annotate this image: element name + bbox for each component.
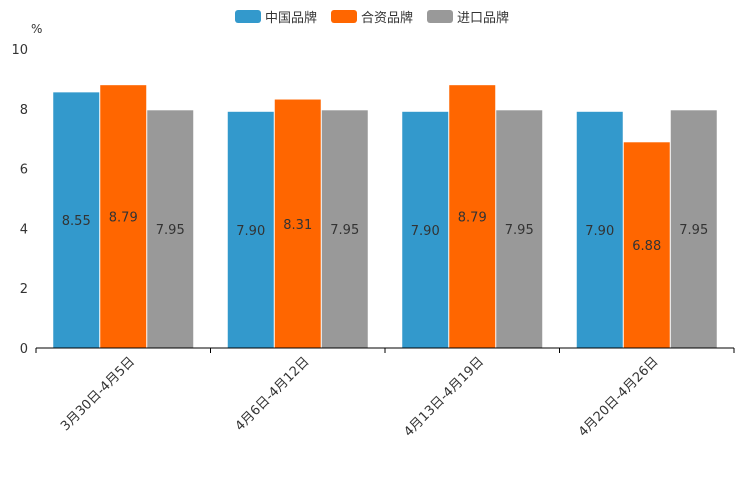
legend-label-imported: 进口品牌 — [457, 11, 510, 26]
y-tick-label: 10 — [11, 43, 28, 58]
bar[interactable] — [496, 110, 543, 348]
bar-value-label: 8.79 — [458, 211, 487, 226]
bar[interactable] — [147, 110, 194, 348]
bar[interactable] — [670, 110, 717, 348]
bar[interactable] — [623, 142, 670, 348]
legend-item-imported[interactable]: 进口品牌 — [427, 7, 509, 26]
bar-value-label: 8.31 — [283, 218, 312, 233]
legend-label-joint-venture: 合资品牌 — [360, 11, 413, 26]
bar[interactable] — [321, 110, 368, 348]
bar-value-label: 7.95 — [330, 223, 359, 238]
bar[interactable] — [449, 85, 496, 348]
y-tick-label: 8 — [20, 103, 28, 118]
bar[interactable] — [576, 111, 623, 348]
bar-value-label: 8.79 — [109, 211, 138, 226]
bar[interactable] — [100, 85, 147, 348]
legend: 中国品牌 合资品牌 进口品牌 — [0, 7, 744, 26]
x-tick-label: 4月6日-4月12日 — [233, 354, 313, 434]
bar[interactable] — [402, 111, 449, 348]
legend-label-china-brand: 中国品牌 — [264, 11, 317, 26]
legend-swatch-imported — [427, 10, 453, 23]
legend-item-china-brand[interactable]: 中国品牌 — [234, 7, 317, 26]
bar-value-label: 7.90 — [236, 224, 265, 239]
bar-value-label: 6.88 — [632, 239, 661, 254]
legend-item-joint-venture[interactable]: 合资品牌 — [330, 7, 413, 26]
bar-value-label: 7.95 — [679, 223, 708, 238]
bar-value-label: 8.55 — [62, 214, 91, 229]
y-tick-label: 0 — [20, 342, 28, 357]
bar-value-label: 7.90 — [411, 224, 440, 239]
y-axis: 0 2 4 6 8 10 — [11, 43, 28, 357]
bar[interactable] — [53, 92, 100, 348]
bar-value-label: 7.95 — [505, 223, 534, 238]
y-tick-label: 4 — [20, 222, 28, 237]
legend-swatch-china-brand — [234, 10, 261, 23]
bar-value-label: 7.90 — [585, 224, 614, 239]
y-axis-unit-label: % — [31, 22, 42, 36]
bar-labels: 8.55 8.79 7.95 7.90 8.31 7.95 7.90 8.79 7.95 7.90… — [62, 211, 708, 255]
y-tick-label: 6 — [20, 163, 28, 178]
x-tick-label: 3月30日-4月5日 — [58, 354, 138, 434]
x-axis: 3月30日-4月5日 4月6日-4月12日 4月13日-4月19日 4月20日-4月2… — [35, 347, 735, 440]
bar[interactable] — [227, 111, 274, 348]
y-tick-label: 2 — [20, 282, 28, 297]
bar-value-label: 7.95 — [156, 223, 185, 238]
x-tick-label: 4月13日-4月19日 — [401, 354, 487, 440]
legend-swatch-joint-venture — [330, 10, 357, 23]
bar[interactable] — [274, 99, 321, 348]
x-tick-label: 4月20日-4月26日 — [576, 354, 662, 440]
bars — [53, 85, 717, 348]
